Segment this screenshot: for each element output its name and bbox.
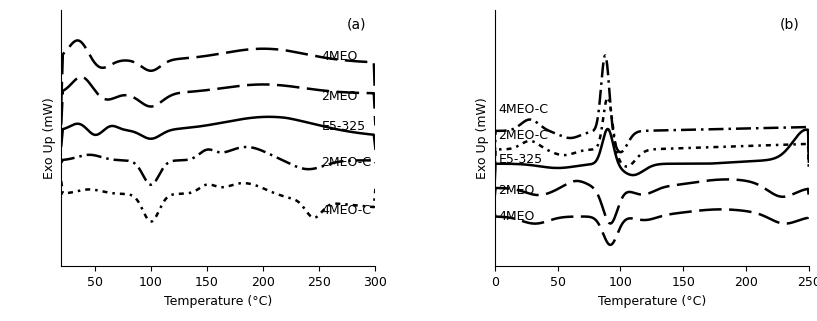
- Text: 4MEO: 4MEO: [322, 50, 358, 63]
- Text: 2MEO: 2MEO: [322, 90, 358, 103]
- Text: E5-325: E5-325: [498, 153, 542, 166]
- Y-axis label: Exo Up (mW): Exo Up (mW): [42, 97, 56, 179]
- Text: 4MEO-C: 4MEO-C: [498, 103, 548, 116]
- Text: 4MEO-C: 4MEO-C: [322, 204, 372, 217]
- Text: 4MEO: 4MEO: [498, 210, 535, 223]
- Text: 2MEO-C: 2MEO-C: [322, 156, 372, 169]
- Text: 2MEO: 2MEO: [498, 184, 535, 197]
- Text: (a): (a): [346, 17, 366, 31]
- X-axis label: Temperature (°C): Temperature (°C): [598, 295, 706, 308]
- Text: E5-325: E5-325: [322, 120, 366, 133]
- X-axis label: Temperature (°C): Temperature (°C): [164, 295, 272, 308]
- Y-axis label: Exo Up (mW): Exo Up (mW): [476, 97, 489, 179]
- Text: (b): (b): [779, 17, 799, 31]
- Text: 2MEO-C: 2MEO-C: [498, 129, 548, 142]
